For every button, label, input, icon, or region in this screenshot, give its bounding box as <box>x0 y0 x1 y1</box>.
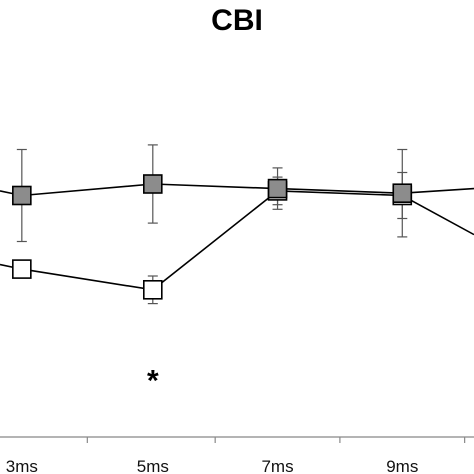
x-tick-label-2: 7ms <box>261 457 293 474</box>
data-points <box>12 174 413 300</box>
data-point-s0-p4 <box>392 183 413 203</box>
x-tick-label-0: 3ms <box>6 457 38 474</box>
data-point-s1-p2 <box>143 279 163 300</box>
error-bars <box>16 144 408 305</box>
significance-asterisk: * <box>147 365 159 398</box>
x-tick-marks <box>86 437 466 443</box>
chart-title: CBI <box>211 4 263 37</box>
data-point-s0-p2 <box>143 174 163 194</box>
data-point-s0-p1 <box>12 185 32 206</box>
data-point-s0-p3 <box>267 178 288 199</box>
data-point-s1-p1 <box>12 259 32 279</box>
x-tick-label-1: 5ms <box>137 457 169 474</box>
x-tick-labels: 3ms 5ms 7ms 9ms <box>6 457 419 474</box>
x-tick-label-3: 9ms <box>386 457 418 474</box>
series-line-1 <box>0 190 474 291</box>
annotations: * <box>147 365 159 398</box>
